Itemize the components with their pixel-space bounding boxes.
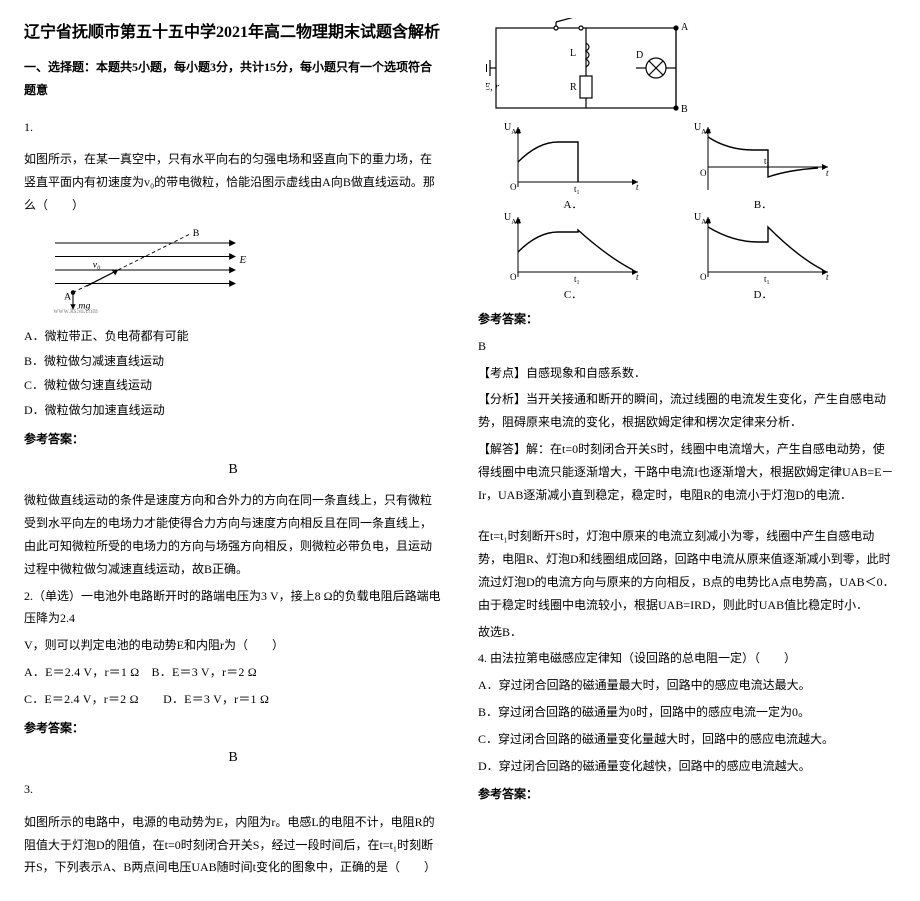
svg-text:t₁: t₁: [574, 184, 580, 194]
q1-explain: 微粒做直线运动的条件是速度方向和合外力的方向在同一条直线上，只有微粒受到水平向左…: [24, 489, 442, 580]
q2-line2: V，则可以判定电池的电动势E和内阻r为（ ）: [24, 634, 442, 657]
q3-number: 3.: [24, 778, 442, 801]
label-v0: v₀: [93, 259, 101, 270]
q3-sol3: 故选B．: [478, 621, 896, 644]
q4-optA: A．穿过闭合回路的磁通量最大时，回路中的感应电流达最大。: [478, 674, 896, 697]
graph-label-D: D．: [754, 286, 773, 302]
q1-optB: B．微粒做匀减速直线运动: [24, 350, 442, 373]
svg-text:O: O: [700, 272, 707, 282]
q2-opts1: A．E＝2.4 V，r＝1 Ω B．E＝3 V，r＝2 Ω: [24, 661, 442, 684]
answer-label: 参考答案：: [24, 717, 442, 740]
q4-optD: D．穿过闭合回路的磁通量变化越快，回路中的感应电流越大。: [478, 755, 896, 778]
graph-label-C: C．: [564, 286, 582, 302]
svg-text:E, r: E, r: [486, 82, 499, 93]
q1-optA: A．微粒带正、负电荷都有可能: [24, 325, 442, 348]
q2-answer: B: [24, 745, 442, 772]
svg-text:L: L: [570, 48, 576, 59]
svg-text:B: B: [681, 104, 688, 115]
section-header: 一、选择题：本题共5小题，每小题3分，共计15分，每小题只有一个选项符合题意: [24, 56, 442, 102]
q3-sol1: 【解答】解：在t=0时刻闭合开关S时，线圈中电流增大，产生自感电动势，使得线圈中…: [478, 438, 896, 506]
q4-optB: B．穿过闭合回路的磁通量为0时，回路中的感应电流一定为0。: [478, 701, 896, 724]
svg-text:t₁: t₁: [764, 274, 770, 284]
q3-answer: B: [478, 335, 896, 358]
page-title: 辽宁省抚顺市第五十五中学2021年高二物理期末试题含解析: [24, 18, 442, 42]
svg-text:t₁: t₁: [764, 156, 770, 166]
svg-text:t: t: [826, 272, 829, 282]
q2-line1: 2.（单选）一电池外电路断开时的路端电压为3 V，接上8 Ω的负载电阻后路端电压…: [24, 585, 442, 631]
svg-text:t₁: t₁: [574, 274, 580, 284]
svg-text:t: t: [636, 272, 639, 282]
label-A: A: [64, 291, 72, 302]
svg-text:UAB: UAB: [694, 122, 711, 136]
answer-label: 参考答案：: [478, 783, 896, 806]
answer-label: 参考答案：: [24, 428, 442, 451]
svg-text:UAB: UAB: [694, 212, 711, 226]
q3-kp: 【考点】自感现象和自感系数．: [478, 362, 896, 385]
q1-number: 1.: [24, 116, 442, 139]
svg-text:D: D: [636, 50, 643, 61]
svg-text:UAB: UAB: [504, 122, 521, 136]
q2-opts2: C．E＝2.4 V，r＝2 Ω D．E＝3 V，r＝1 Ω: [24, 688, 442, 711]
circuit-diagram: E, r S A B L R: [486, 18, 696, 118]
q1-optD: D．微粒做匀加速直线运动: [24, 399, 442, 422]
graph-C: UAB Ot t₁: [498, 212, 648, 284]
answer-label: 参考答案：: [478, 308, 896, 331]
q3-sol2: 在t=t₁时刻断开S时，灯泡中原来的电流立刻减小为零，线圈中产生自感电动势，电阻…: [478, 525, 896, 616]
graph-A: UAB Ot t₁: [498, 122, 648, 194]
q1-optC: C．微粒做匀速直线运动: [24, 374, 442, 397]
svg-text:t: t: [826, 168, 829, 178]
svg-text:A: A: [681, 22, 689, 33]
svg-text:O: O: [510, 182, 517, 192]
svg-text:O: O: [700, 168, 707, 178]
svg-text:UAB: UAB: [504, 212, 521, 226]
graph-B: UAB Ot t₁: [688, 122, 838, 194]
label-E: E: [239, 254, 247, 266]
svg-text:www.ks5u.com: www.ks5u.com: [53, 307, 98, 315]
q1-answer: B: [24, 457, 442, 484]
svg-text:t: t: [636, 182, 639, 192]
field-diagram: A B v₀ E mg www.ks5u.com: [24, 225, 284, 315]
svg-text:R: R: [570, 82, 577, 93]
q1-stem: 如图所示，在某一真空中，只有水平向右的匀强电场和竖直向下的重力场，在竖直平面内有…: [24, 148, 442, 216]
q3-stem: 如图所示的电路中，电源的电动势为E，内阻为r。电感L的电阻不计，电阻R的阻值大于…: [24, 811, 442, 879]
graph-D: UAB Ot t₁: [688, 212, 838, 284]
graph-label-B: B．: [754, 196, 772, 212]
label-B: B: [193, 228, 200, 239]
q4-optC: C．穿过闭合回路的磁通量变化量越大时，回路中的感应电流越大。: [478, 728, 896, 751]
graph-options: UAB Ot t₁ A． UAB Ot t₁ B．: [478, 122, 858, 302]
q3-analysis: 【分析】当开关接通和断开的瞬间，流过线圈的电流发生变化，产生自感电动势，阻碍原来…: [478, 388, 896, 434]
svg-text:O: O: [510, 272, 517, 282]
graph-label-A: A．: [564, 196, 583, 212]
